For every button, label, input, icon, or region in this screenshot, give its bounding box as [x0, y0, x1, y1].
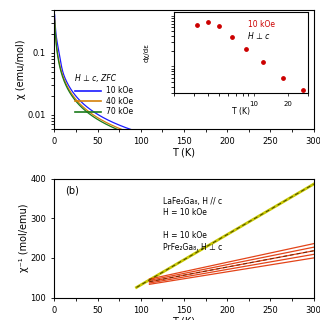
Line: 70 kOe: 70 kOe — [55, 21, 314, 167]
Y-axis label: χ (emu/mol): χ (emu/mol) — [16, 39, 26, 99]
Text: 10 kOe: 10 kOe — [106, 86, 133, 95]
40 kOe — [279, 160, 283, 164]
Text: H ⊥ c, ZFC: H ⊥ c, ZFC — [75, 74, 116, 83]
70 kOe — [82, 108, 86, 112]
40 kOe — [307, 163, 310, 167]
10 kOe — [53, 13, 57, 17]
10 kOe — [312, 160, 316, 164]
40 kOe — [163, 141, 167, 145]
Text: 70 kOe: 70 kOe — [106, 108, 133, 116]
40 kOe — [152, 138, 156, 142]
40 kOe — [82, 106, 86, 110]
Text: 40 kOe: 40 kOe — [106, 97, 133, 106]
40 kOe — [98, 117, 101, 121]
Text: H = 10 kOe: H = 10 kOe — [163, 231, 207, 240]
70 kOe — [53, 19, 57, 23]
Line: 10 kOe: 10 kOe — [55, 15, 314, 162]
10 kOe — [163, 137, 167, 141]
70 kOe — [163, 142, 167, 146]
10 kOe — [152, 135, 156, 139]
10 kOe — [98, 114, 101, 117]
70 kOe — [312, 165, 316, 169]
70 kOe — [279, 162, 283, 165]
10 kOe — [279, 156, 283, 160]
Y-axis label: χ⁻¹ (mol/emu): χ⁻¹ (mol/emu) — [19, 204, 29, 272]
70 kOe — [98, 119, 101, 123]
10 kOe — [307, 160, 310, 164]
X-axis label: T (K): T (K) — [172, 147, 196, 157]
10 kOe — [82, 103, 86, 107]
Text: PrFe₂Ga₈, H ⊥ c: PrFe₂Ga₈, H ⊥ c — [163, 243, 222, 252]
Line: 40 kOe: 40 kOe — [55, 19, 314, 165]
70 kOe — [307, 165, 310, 169]
Text: LaFe₂Ga₈, H // c: LaFe₂Ga₈, H // c — [163, 196, 222, 205]
Text: H = 10 kOe: H = 10 kOe — [163, 209, 207, 218]
70 kOe — [152, 140, 156, 144]
X-axis label: T (K): T (K) — [172, 316, 196, 320]
Text: (b): (b) — [65, 186, 79, 196]
40 kOe — [53, 17, 57, 21]
40 kOe — [312, 164, 316, 167]
